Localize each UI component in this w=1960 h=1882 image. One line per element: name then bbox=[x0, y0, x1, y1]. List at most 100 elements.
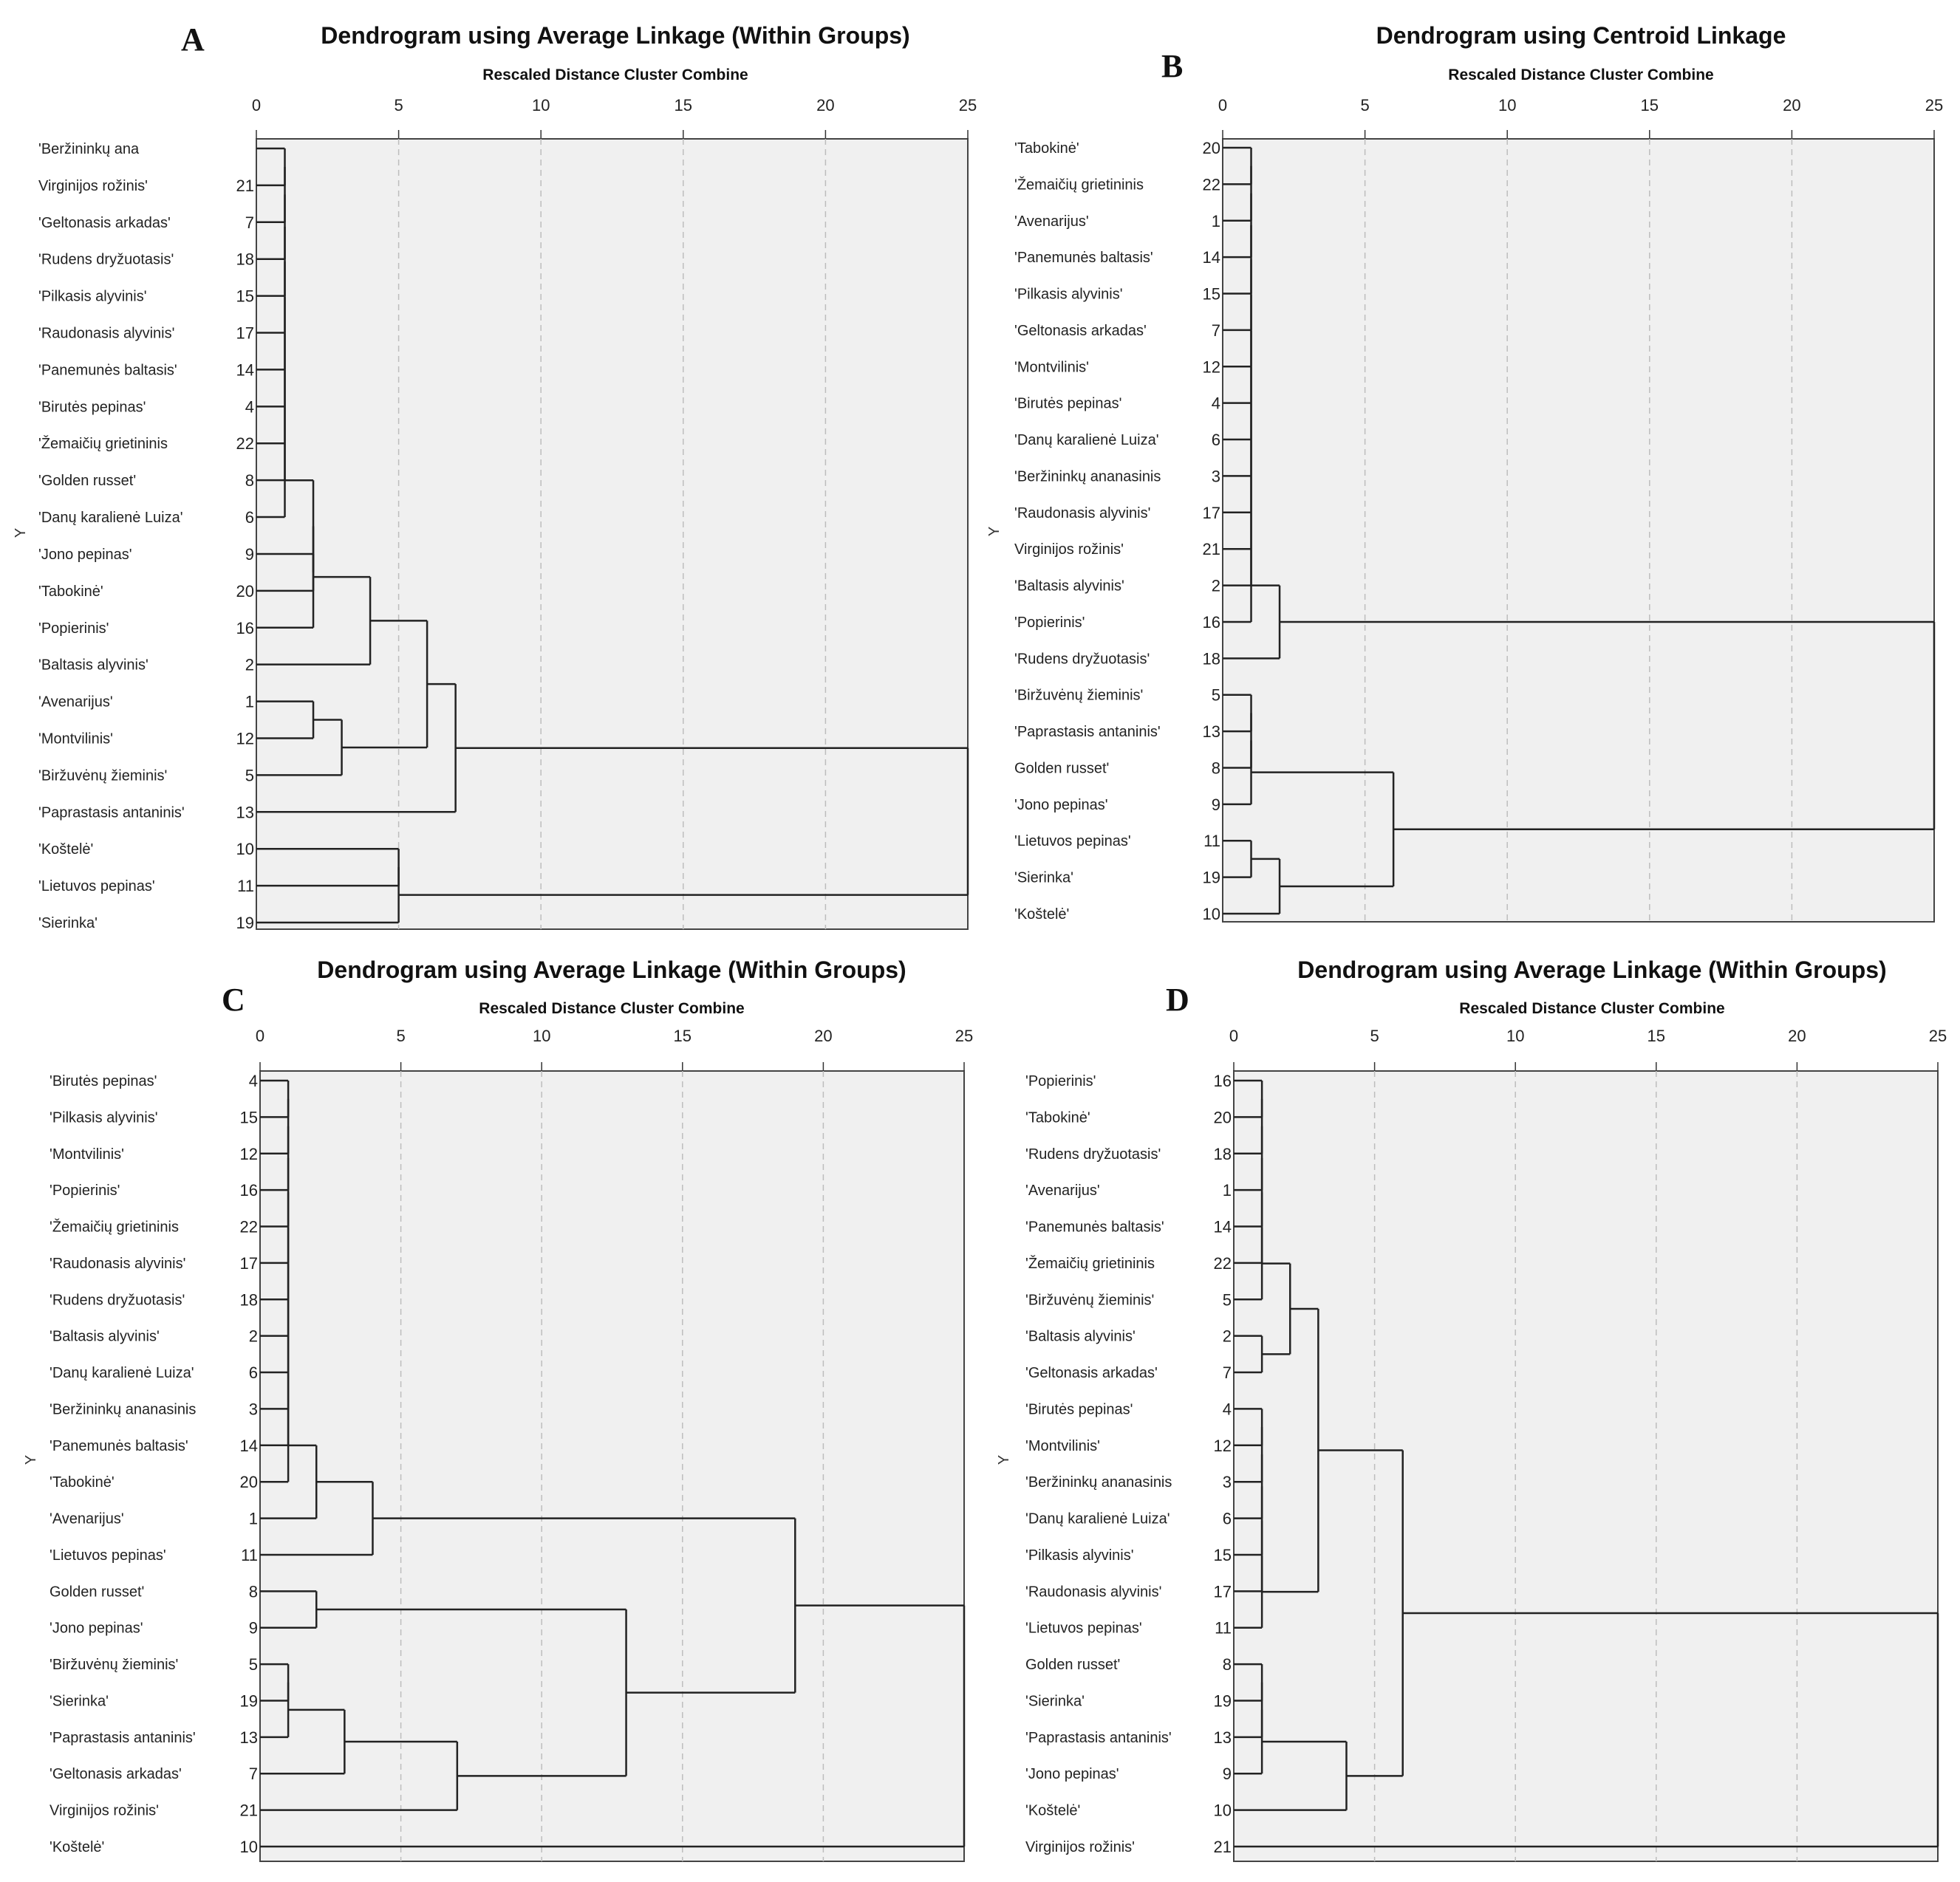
leaf-label: 'Avenarijus' bbox=[1014, 213, 1089, 230]
leaf-label: 'Paprastasis antaninis' bbox=[1014, 724, 1161, 740]
x-tick-label: 10 bbox=[532, 96, 550, 114]
leaf-label: 'Žemaičių grietininis bbox=[1025, 1255, 1155, 1272]
panel-letter: B bbox=[1161, 48, 1184, 84]
leaf-id: 8 bbox=[1223, 1655, 1232, 1674]
leaf-label: 'Montvilinis' bbox=[38, 730, 113, 747]
leaf-id: 10 bbox=[236, 840, 254, 858]
leaf-label: 'Pilkasis alyvinis' bbox=[38, 289, 147, 305]
x-axis-title: Rescaled Distance Cluster Combine bbox=[479, 1000, 745, 1017]
leaf-label: 'Rudens dryžuotasis' bbox=[38, 252, 174, 268]
leaf-label: 'Popierinis' bbox=[38, 620, 109, 637]
x-tick-label: 0 bbox=[256, 1027, 264, 1045]
leaf-id: 2 bbox=[245, 656, 254, 674]
leaf-id: 17 bbox=[1214, 1582, 1232, 1601]
leaf-id: 4 bbox=[1223, 1400, 1232, 1418]
leaf-label: 'Danų karalienė Luiza' bbox=[38, 510, 183, 526]
panel-title: Dendrogram using Average Linkage (Within… bbox=[1297, 957, 1887, 983]
leaf-id: 5 bbox=[245, 766, 254, 784]
leaf-id: 4 bbox=[249, 1072, 258, 1090]
leaf-id: 21 bbox=[236, 177, 254, 195]
leaf-id: 13 bbox=[1214, 1728, 1232, 1747]
leaf-id: 15 bbox=[1203, 285, 1220, 304]
y-axis-title: Y bbox=[986, 526, 1003, 537]
leaf-label: 'Lietuvos pepinas' bbox=[1025, 1621, 1142, 1637]
leaf-id: 21 bbox=[1214, 1838, 1232, 1856]
leaf-label: Golden russet' bbox=[1014, 760, 1109, 776]
x-tick-label: 0 bbox=[1229, 1027, 1238, 1045]
leaf-label: 'Sierinka' bbox=[1025, 1693, 1085, 1709]
leaf-label: Virginijos rožinis' bbox=[1014, 541, 1124, 558]
leaf-id: 11 bbox=[237, 877, 254, 895]
leaf-label: 'Lietuvos pepinas' bbox=[38, 878, 155, 894]
leaf-label: 'Beržininkų ananasinis bbox=[1025, 1474, 1172, 1491]
leaf-id: 11 bbox=[241, 1546, 258, 1564]
leaf-label: 'Danų karalienė Luiza' bbox=[1025, 1511, 1170, 1527]
leaf-id: 17 bbox=[236, 324, 254, 343]
leaf-label: 'Geltonasis arkadas' bbox=[1025, 1365, 1158, 1381]
leaf-label: 'Baltasis alyvinis' bbox=[38, 657, 148, 674]
leaf-id: 2 bbox=[249, 1327, 258, 1346]
leaf-id: 7 bbox=[249, 1765, 258, 1783]
leaf-id: 18 bbox=[236, 250, 254, 269]
leaf-label: 'Avenarijus' bbox=[38, 694, 113, 711]
leaf-label: 'Raudonasis alyvinis' bbox=[1014, 505, 1150, 521]
leaf-id: 3 bbox=[249, 1400, 258, 1418]
leaf-id: 7 bbox=[1223, 1363, 1232, 1382]
leaf-id: 9 bbox=[245, 545, 254, 564]
leaf-label: 'Baltasis alyvinis' bbox=[1014, 578, 1124, 595]
leaf-label: 'Paprastasis antaninis' bbox=[49, 1730, 196, 1746]
leaf-id: 10 bbox=[1214, 1801, 1232, 1820]
panel-title: Dendrogram using Average Linkage (Within… bbox=[321, 22, 910, 49]
leaf-id: 18 bbox=[240, 1290, 258, 1309]
leaf-label: 'Jono pepinas' bbox=[49, 1621, 143, 1637]
y-axis-title: Y bbox=[13, 527, 30, 538]
x-tick-label: 15 bbox=[1641, 96, 1659, 114]
leaf-label: 'Popierinis' bbox=[1025, 1073, 1096, 1089]
leaf-id: 13 bbox=[236, 803, 254, 821]
leaf-id: 12 bbox=[1203, 357, 1220, 376]
leaf-id: 20 bbox=[1203, 139, 1220, 157]
leaf-id: 6 bbox=[249, 1363, 258, 1382]
leaf-id: 16 bbox=[236, 619, 254, 637]
plot-area bbox=[259, 1070, 965, 1862]
leaf-label: 'Jono pepinas' bbox=[1025, 1766, 1119, 1782]
leaf-id: 5 bbox=[1212, 686, 1220, 705]
leaf-label: Virginijos rožinis' bbox=[1025, 1839, 1135, 1855]
leaf-label: 'Geltonasis arkadas' bbox=[1014, 323, 1147, 339]
leaf-id: 13 bbox=[240, 1728, 258, 1747]
x-tick-label: 15 bbox=[1647, 1027, 1665, 1045]
leaf-label: 'Jono pepinas' bbox=[38, 547, 132, 563]
leaf-id: 16 bbox=[1214, 1072, 1232, 1090]
leaf-id: 1 bbox=[249, 1510, 258, 1528]
plot-area bbox=[1222, 138, 1935, 923]
leaf-label: 'Biržuvėnų žieminis' bbox=[1014, 688, 1143, 704]
leaf-label: 'Biržuvėnų žieminis' bbox=[38, 767, 167, 784]
leaf-label: 'Panemunės baltasis' bbox=[38, 362, 177, 378]
plot-area bbox=[256, 138, 969, 930]
leaf-id: 14 bbox=[236, 360, 254, 379]
leaf-label: 'Rudens dryžuotasis' bbox=[1014, 651, 1150, 667]
panel-letter: D bbox=[1166, 982, 1189, 1018]
leaf-label: 'Pilkasis alyvinis' bbox=[1025, 1547, 1134, 1564]
leaf-id: 20 bbox=[1214, 1108, 1232, 1126]
leaf-label: 'Beržininkų ananasinis bbox=[49, 1401, 196, 1417]
leaf-id: 3 bbox=[1223, 1473, 1232, 1491]
leaf-id: 22 bbox=[240, 1218, 258, 1236]
x-tick-label: 5 bbox=[1360, 96, 1369, 114]
leaf-label: 'Sierinka' bbox=[49, 1693, 109, 1709]
leaf-id: 22 bbox=[1203, 175, 1220, 194]
leaf-id: 10 bbox=[1203, 905, 1220, 923]
leaf-label: 'Danų karalienė Luiza' bbox=[49, 1365, 194, 1381]
leaf-id: 6 bbox=[1212, 431, 1220, 449]
leaf-label: 'Popierinis' bbox=[1014, 615, 1085, 631]
panel-c: 0 5 10 15 20 25'Birutės pepinas' 4'Pilkasis al… bbox=[49, 1027, 973, 1862]
leaf-label: Virginijos rožinis' bbox=[49, 1803, 159, 1819]
leaf-id: 20 bbox=[240, 1473, 258, 1491]
leaf-label: 'Raudonasis alyvinis' bbox=[49, 1256, 185, 1272]
leaf-id: 9 bbox=[1212, 795, 1220, 814]
leaf-label: 'Žemaičių grietininis bbox=[1014, 176, 1144, 193]
leaf-label: 'Rudens dryžuotasis' bbox=[49, 1292, 185, 1308]
leaf-id: 14 bbox=[240, 1437, 258, 1455]
